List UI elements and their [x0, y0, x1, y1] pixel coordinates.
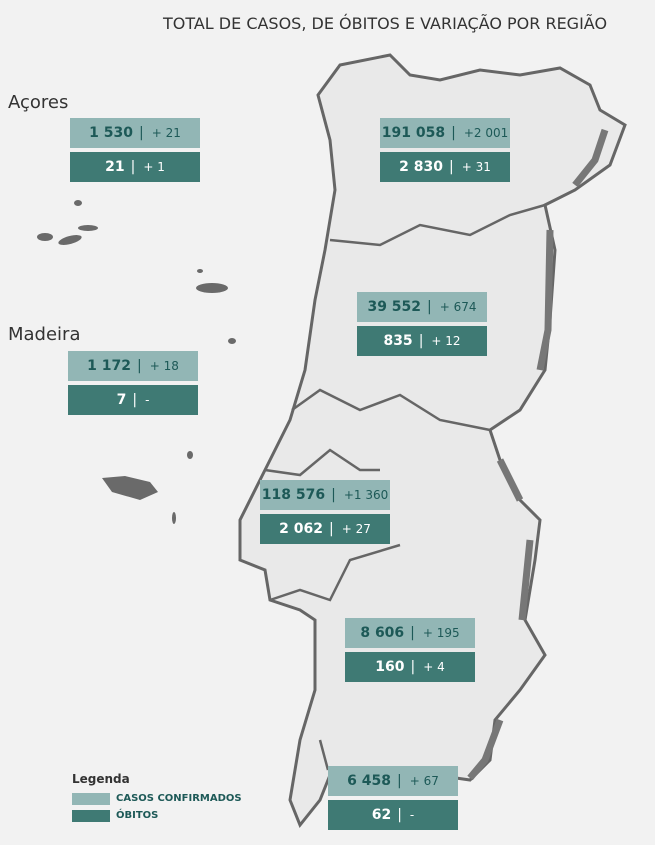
madeira-islands — [102, 451, 193, 524]
island-label: Madeira — [8, 324, 81, 345]
coast-shadow — [467, 128, 609, 781]
change: - — [145, 393, 150, 407]
cases-box: 1 172 | + 18 — [68, 351, 198, 381]
island-label: Açores — [8, 92, 69, 113]
value: 39 552 — [367, 299, 422, 315]
separator: | — [132, 392, 138, 408]
cases-box: 118 576 | +1 360 — [260, 480, 390, 510]
value: 21 — [105, 159, 125, 175]
cases-box: 191 058 | +2 001 — [380, 118, 510, 148]
separator: | — [397, 807, 402, 823]
cases-box: 8 606 | + 195 — [345, 618, 475, 648]
deaths-box: 2 830 | + 31 — [380, 152, 510, 182]
separator: | — [418, 333, 424, 349]
cases-box: 6 458 | + 67 — [328, 766, 458, 796]
separator: | — [410, 625, 415, 641]
value: 8 606 — [360, 625, 405, 641]
change: + 27 — [341, 522, 371, 536]
value: 160 — [375, 659, 405, 675]
legend-item: CASOS CONFIRMADOS — [116, 793, 242, 804]
deaths-box: 835 | + 12 — [357, 326, 487, 356]
change: + 31 — [461, 160, 491, 174]
azores-islands — [37, 200, 236, 344]
change: + 674 — [439, 300, 477, 314]
value: 7 — [116, 392, 127, 408]
value: 62 — [371, 807, 392, 823]
change: + 21 — [151, 126, 181, 140]
separator: | — [448, 159, 454, 175]
separator: | — [427, 299, 432, 315]
cases-box: 39 552 | + 674 — [357, 292, 487, 322]
value: 1 172 — [87, 358, 131, 374]
region-borders — [264, 203, 546, 771]
value: 835 — [383, 333, 413, 349]
change: + 4 — [423, 660, 445, 674]
legend-item: ÓBITOS — [116, 810, 159, 821]
separator: | — [331, 487, 336, 503]
deaths-box: 21 | + 1 — [70, 152, 200, 182]
change: + 18 — [149, 359, 179, 373]
cases-box: 1 530 | + 21 — [70, 118, 200, 148]
value: 6 458 — [347, 773, 391, 789]
separator: | — [410, 659, 416, 675]
deaths-box: 7 | - — [68, 385, 198, 415]
value: 191 058 — [381, 125, 446, 141]
separator: | — [130, 159, 136, 175]
change: + 67 — [409, 774, 439, 788]
value: 1 530 — [89, 125, 133, 141]
deaths-box: 2 062 | + 27 — [260, 514, 390, 544]
title: TOTAL DE CASOS, DE ÓBITOS E VARIAÇÃO POR… — [162, 14, 608, 33]
deaths-box: 160 | + 4 — [345, 652, 475, 682]
value: 2 062 — [279, 521, 323, 537]
separator: | — [451, 125, 456, 141]
mainland — [238, 53, 627, 828]
legend: Legenda CASOS CONFIRMADOS ÓBITOS — [72, 772, 242, 824]
change: + 1 — [143, 160, 165, 174]
change: - — [409, 808, 415, 822]
value: 118 576 — [261, 487, 326, 503]
legend-title: Legenda — [72, 772, 130, 786]
change: +1 360 — [343, 488, 389, 502]
change: + 195 — [422, 626, 460, 640]
value: 2 830 — [399, 159, 443, 175]
separator: | — [136, 358, 142, 374]
change: +2 001 — [463, 126, 509, 140]
separator: | — [138, 125, 144, 141]
separator: | — [328, 521, 334, 537]
change: + 12 — [431, 334, 461, 348]
separator: | — [396, 773, 402, 789]
deaths-box: 62 | - — [328, 800, 458, 830]
